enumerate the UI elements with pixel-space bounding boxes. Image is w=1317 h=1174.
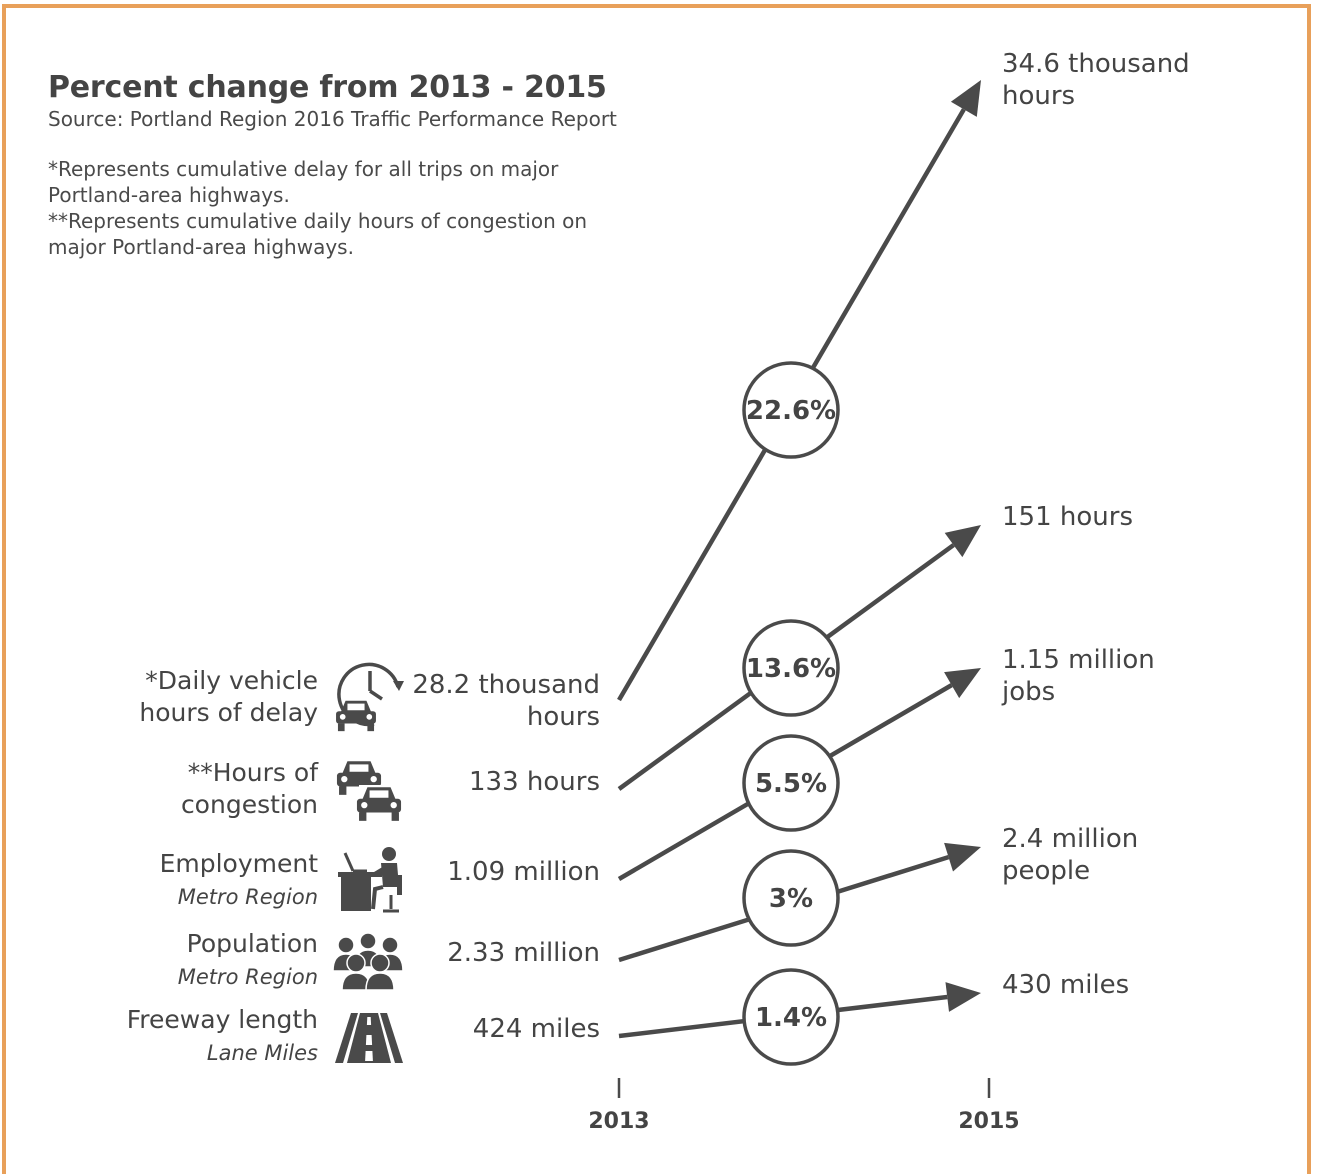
road-icon <box>335 1013 403 1063</box>
footnote-line: major Portland-area highways. <box>48 235 354 259</box>
category-subtitle: Lane Miles <box>207 1041 318 1065</box>
series-1: 13.6% 133 hours 151 hours **Hours of congest… <box>181 502 1133 819</box>
start-value-label: 133 hours <box>469 767 600 797</box>
change-label: 5.5% <box>755 769 827 799</box>
arrow-head <box>944 525 981 558</box>
category-label: Freeway length <box>127 1005 318 1034</box>
start-value-label: hours <box>527 702 600 732</box>
change-label: 22.6% <box>746 396 836 426</box>
change-label: 13.6% <box>746 654 836 684</box>
change-label: 1.4% <box>755 1003 827 1033</box>
category-label: Population <box>187 929 318 958</box>
end-value-label: 2.4 million <box>1002 824 1138 854</box>
category-label: hours of delay <box>139 698 318 727</box>
end-value-label: 34.6 thousand <box>1002 49 1190 79</box>
start-value-label: 2.33 million <box>447 938 600 968</box>
footnote-line: Portland-area highways. <box>48 183 290 207</box>
people-group-icon <box>332 932 404 991</box>
change-label: 3% <box>769 884 813 914</box>
arrow-head <box>950 80 981 117</box>
change-circle <box>742 361 840 459</box>
end-value-label: people <box>1002 856 1090 886</box>
footnote-line: *Represents cumulative delay for all tri… <box>48 157 559 181</box>
category-subtitle: Metro Region <box>178 965 318 989</box>
end-value-label: 151 hours <box>1002 502 1133 532</box>
cars-icon <box>336 761 409 825</box>
start-value-label: 1.09 million <box>447 857 600 887</box>
end-value-label: hours <box>1002 81 1075 111</box>
chart-border <box>2 4 1311 1174</box>
category-label: congestion <box>181 790 318 819</box>
chart-title: Percent change from 2013 - 2015 <box>48 70 607 105</box>
change-circle <box>742 849 840 947</box>
year-label-2013: 2013 <box>588 1109 649 1134</box>
start-value-label: 424 miles <box>473 1014 600 1044</box>
start-value-label: 28.2 thousand <box>412 670 600 700</box>
end-value-label: 430 miles <box>1002 970 1129 1000</box>
series-4: 1.4% 424 miles 430 miles Freeway length Lane… <box>127 968 1129 1066</box>
chart-source: Source: Portland Region 2016 Traffic Per… <box>48 107 617 131</box>
change-circle <box>742 968 840 1066</box>
arrow-head <box>944 668 981 699</box>
change-circle <box>742 619 840 717</box>
footnote-line: **Represents cumulative daily hours of c… <box>48 209 588 233</box>
arrow-head <box>944 842 981 872</box>
desk-worker-icon <box>338 847 402 913</box>
change-circle <box>742 734 840 832</box>
category-label: Employment <box>160 849 319 878</box>
end-value-label: jobs <box>1001 677 1055 707</box>
end-value-label: 1.15 million <box>1002 645 1155 675</box>
category-label: **Hours of <box>188 758 319 787</box>
year-label-2015: 2015 <box>958 1109 1019 1134</box>
arrow-head <box>945 982 981 1012</box>
clock-car-icon <box>336 662 404 732</box>
category-label: *Daily vehicle <box>145 666 318 695</box>
category-subtitle: Metro Region <box>178 885 318 909</box>
footnotes: *Represents cumulative delay for all tri… <box>48 156 668 260</box>
